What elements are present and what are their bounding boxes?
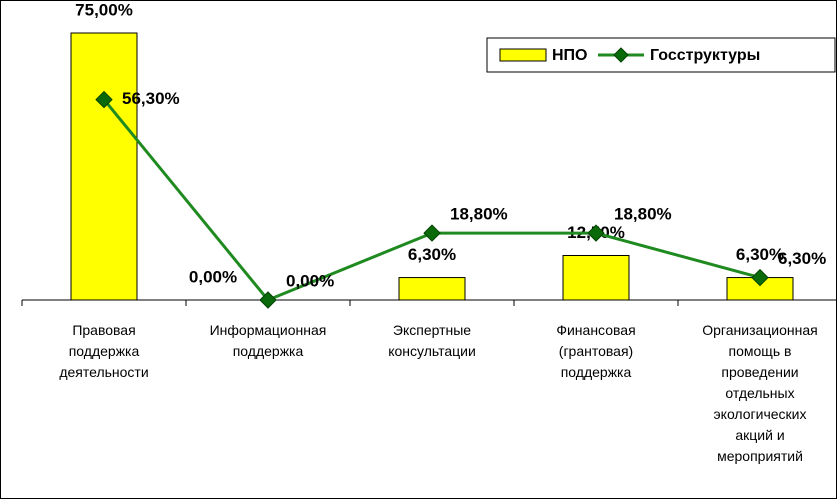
bar-value-label: 75,00% (75, 0, 133, 19)
line-marker (95, 90, 113, 109)
bar-value-label: 6,30% (736, 245, 784, 264)
bar (562, 255, 630, 301)
x-tick-label: Организационная помощь в проведении отде… (702, 322, 818, 464)
line-value-label: 56,30% (122, 89, 180, 108)
legend-marker (613, 47, 629, 63)
line-marker (751, 268, 769, 287)
bar-value-label: 0,00% (189, 267, 237, 286)
line-marker (587, 224, 605, 242)
x-tick-label: Информационная поддержка (209, 322, 327, 359)
line-value-label: 0,00% (286, 271, 334, 290)
line-value-label: 18,80% (614, 205, 672, 224)
x-tick-label: Экспертные консультации (388, 322, 476, 359)
x-tick-label: Финансовая (грантовая) поддержка (556, 322, 636, 380)
bar (398, 277, 466, 301)
line-marker (259, 291, 277, 309)
legend-label: НПО (552, 47, 588, 64)
x-tick-label: Правовая поддержка деятельности (59, 322, 149, 380)
bar (70, 32, 138, 301)
bar-value-label: 6,30% (408, 245, 456, 264)
legend-label: Госструктуры (650, 47, 760, 64)
line-value-label: 6,30% (778, 249, 826, 268)
legend-swatch (499, 48, 547, 62)
line-marker (423, 224, 441, 242)
line-value-label: 18,80% (450, 205, 508, 224)
